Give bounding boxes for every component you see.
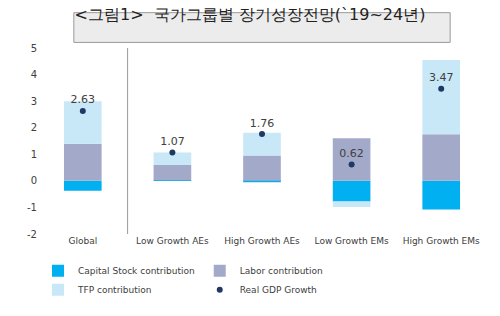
svg-text:3.47: 3.47 [429, 71, 454, 84]
svg-text:2.63: 2.63 [71, 93, 96, 106]
svg-text:High Growth EMs: High Growth EMs [403, 236, 480, 246]
svg-text:Low Growth AEs: Low Growth AEs [136, 236, 209, 246]
svg-text:1.07: 1.07 [160, 135, 185, 148]
svg-text:3: 3 [31, 96, 37, 107]
svg-text:4: 4 [31, 69, 37, 80]
svg-text:Capital Stock contribution: Capital Stock contribution [78, 266, 195, 276]
svg-text:0.62: 0.62 [339, 147, 364, 160]
svg-text:Real GDP Growth: Real GDP Growth [240, 285, 317, 295]
svg-text:2: 2 [31, 122, 37, 133]
svg-text:<그림1> 국가그룹별 장기성장전망(`19~24년): <그림1> 국가그룹별 장기성장전망(`19~24년) [75, 5, 426, 24]
svg-text:High Growth AEs: High Growth AEs [224, 236, 300, 246]
svg-text:1: 1 [31, 149, 37, 160]
svg-text:0: 0 [31, 175, 37, 186]
svg-text:1.76: 1.76 [250, 117, 275, 130]
svg-text:Labor contribution: Labor contribution [240, 266, 323, 276]
svg-text:-1: -1 [27, 202, 37, 213]
svg-text:-2: -2 [27, 229, 37, 240]
svg-text:Low Growth EMs: Low Growth EMs [315, 236, 389, 246]
svg-text:Global: Global [68, 236, 97, 246]
svg-text:TFP contribution: TFP contribution [77, 285, 152, 295]
svg-text:5: 5 [31, 43, 37, 54]
